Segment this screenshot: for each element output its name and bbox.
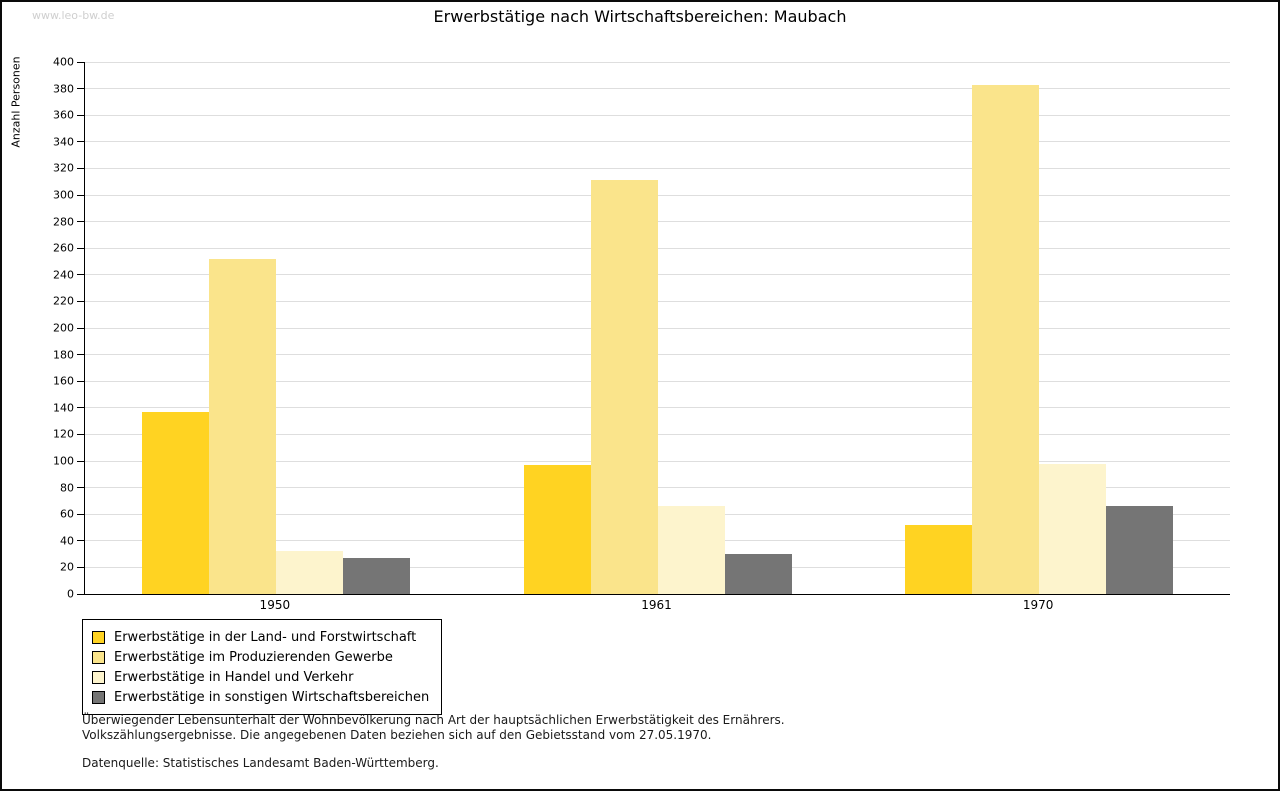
y-tick-label: 160 (53, 374, 74, 388)
watermark: www.leo-bw.de (32, 9, 115, 22)
y-tick (77, 327, 84, 329)
gridline (85, 221, 1230, 223)
legend: Erwerbstätige in der Land- und Forstwirt… (82, 619, 443, 715)
y-tick-label: 400 (53, 55, 74, 69)
y-tick-label: 80 (60, 481, 74, 495)
plot-area: 0 20 40 60 80 100 120 140 160 180 200 220 240 260 280 3… (53, 56, 1230, 601)
bar (657, 506, 725, 594)
y-tick-label: 280 (53, 215, 74, 229)
legend-label: Erwerbstätige im Produzierenden Gewerbe (114, 649, 393, 665)
legend-label: Erwerbstätige in der Land- und Forstwirt… (114, 629, 417, 645)
y-tick-label: 120 (53, 427, 74, 441)
gridline (85, 167, 1230, 169)
gridline (85, 274, 1230, 276)
y-tick-label: 60 (60, 507, 74, 521)
legend-item: Erwerbstätige in sonstigen Wirtschaftsbe… (92, 687, 429, 707)
y-tick (77, 487, 84, 489)
y-tick-label: 260 (53, 241, 74, 255)
legend-label: Erwerbstätige in sonstigen Wirtschaftsbe… (114, 689, 430, 705)
y-tick (77, 221, 84, 223)
legend-item: Erwerbstätige im Produzierenden Gewerbe (92, 647, 429, 667)
legend-swatch (92, 670, 105, 684)
y-tick-label: 40 (60, 534, 74, 548)
y-tick (77, 61, 84, 63)
y-tick (77, 380, 84, 382)
gridline (85, 433, 1230, 435)
y-tick-label: 20 (60, 560, 74, 574)
gridline (85, 114, 1230, 116)
bar (1039, 463, 1107, 594)
x-axis-labels: 1950 1961 1970 (84, 598, 1229, 614)
bar (724, 554, 792, 594)
y-tick (77, 433, 84, 435)
y-tick-label: 340 (53, 135, 74, 149)
data-source: Datenquelle: Statistisches Landesamt Bad… (82, 756, 439, 770)
gridline (85, 407, 1230, 409)
gridline (85, 141, 1230, 143)
y-tick-label: 0 (67, 587, 74, 601)
y-tick (77, 566, 84, 568)
y-tick (77, 274, 84, 276)
y-tick (77, 247, 84, 249)
footnote-line-1: Überwiegender Lebensunterhalt der Wohnbe… (82, 713, 785, 727)
y-tick (77, 88, 84, 90)
y-tick (77, 460, 84, 462)
legend-swatch (92, 630, 105, 644)
bar (972, 84, 1040, 594)
y-tick-label: 200 (53, 321, 74, 335)
y-tick-label: 320 (53, 161, 74, 175)
y-tick-label: 140 (53, 401, 74, 415)
gridline (85, 380, 1230, 382)
y-tick-label: 360 (53, 108, 74, 122)
y-tick (77, 513, 84, 515)
bar (905, 524, 973, 594)
bar (208, 258, 276, 594)
y-axis-title: Anzahl Personen (9, 56, 23, 148)
gridline (85, 300, 1230, 302)
y-tick (77, 300, 84, 302)
legend-item: Erwerbstätige in Handel und Verkehr (92, 667, 429, 687)
gridline (85, 460, 1230, 462)
y-tick (77, 593, 84, 595)
y-tick (77, 354, 84, 356)
legend-swatch (92, 650, 105, 664)
bar (523, 465, 591, 594)
y-tick (77, 407, 84, 409)
bar (342, 558, 410, 594)
gridline (85, 487, 1230, 489)
bar (141, 411, 209, 594)
y-tick (77, 114, 84, 116)
y-tick (77, 540, 84, 542)
legend-swatch (92, 690, 105, 704)
y-tick (77, 194, 84, 196)
y-tick (77, 167, 84, 169)
y-tick-label: 100 (53, 454, 74, 468)
x-tick-label: 1950 (259, 598, 291, 612)
gridline (85, 327, 1230, 329)
y-tick-label: 180 (53, 348, 74, 362)
y-tick-label: 300 (53, 188, 74, 202)
gridline (85, 194, 1230, 196)
footnotes: Überwiegender Lebensunterhalt der Wohnbe… (82, 713, 785, 771)
y-tick-label: 380 (53, 82, 74, 96)
y-tick (77, 141, 84, 143)
gridline (85, 354, 1230, 356)
gridline (85, 88, 1230, 90)
legend-label: Erwerbstätige in Handel und Verkehr (114, 669, 354, 685)
gridline (85, 247, 1230, 249)
gridline (85, 61, 1230, 63)
bar (275, 551, 343, 594)
y-tick-label: 240 (53, 268, 74, 282)
footnote-line-2: Volkszählungsergebnisse. Die angegebenen… (82, 728, 712, 742)
x-tick-label: 1961 (641, 598, 672, 612)
legend-item: Erwerbstätige in der Land- und Forstwirt… (92, 627, 429, 647)
x-tick-label: 1970 (1022, 598, 1054, 612)
chart-title: Erwerbstätige nach Wirtschaftsbereichen:… (433, 7, 847, 26)
y-tick-label: 220 (53, 294, 74, 308)
bar (1106, 506, 1174, 594)
bar (590, 180, 658, 594)
